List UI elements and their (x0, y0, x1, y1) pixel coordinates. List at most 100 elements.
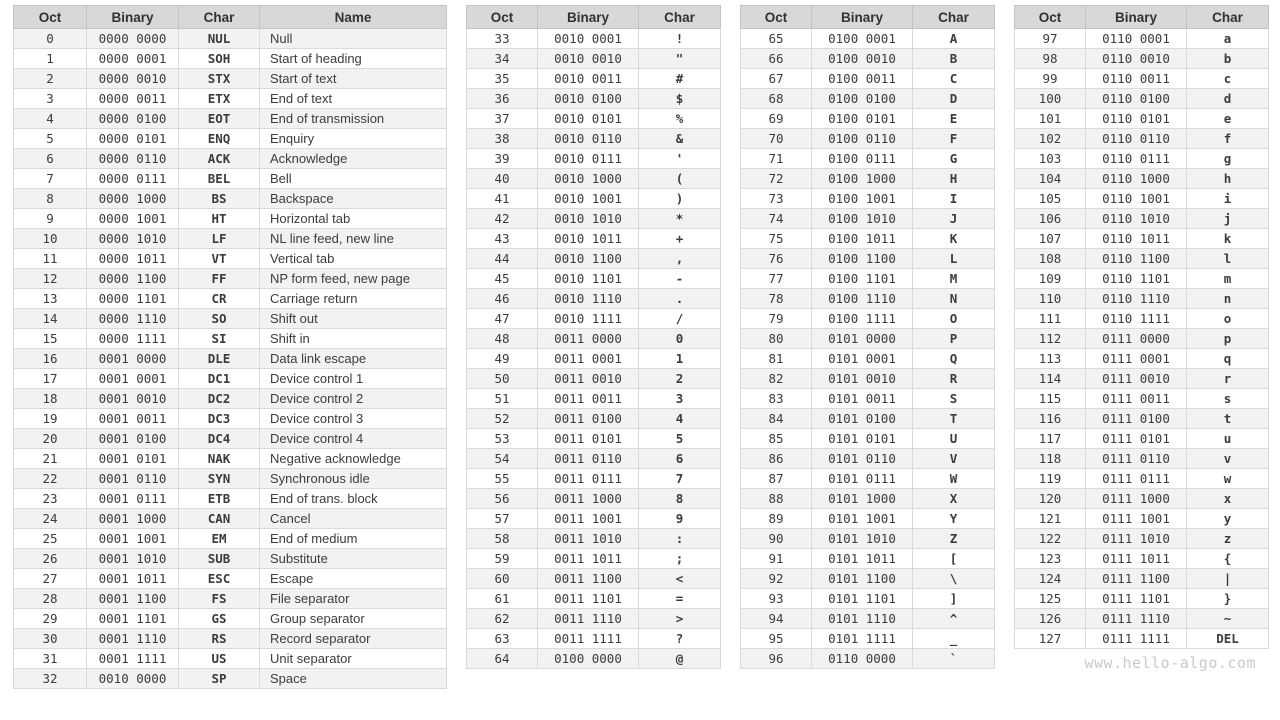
binary-cell: 0011 0110 (537, 448, 639, 469)
table-row: 24 0001 1000 CAN Cancel (13, 508, 447, 529)
oct-cell: 16 (13, 348, 87, 369)
oct-cell: 28 (13, 588, 87, 609)
char-cell: r (1186, 368, 1269, 389)
char-cell: e (1186, 108, 1269, 129)
char-cell: ETB (178, 488, 260, 509)
char-cell: DC1 (178, 368, 260, 389)
char-cell: ? (638, 628, 721, 649)
binary-cell: 0101 1001 (811, 508, 913, 529)
table-row: 61 0011 1101 = (466, 588, 721, 609)
table-row: 0 0000 0000 NUL Null (13, 28, 447, 49)
column-header-char: Char (638, 5, 721, 29)
table-row: 29 0001 1101 GS Group separator (13, 608, 447, 629)
table-row: 71 0100 0111 G (740, 148, 995, 169)
binary-cell: 0111 1000 (1085, 488, 1187, 509)
oct-cell: 1 (13, 48, 87, 69)
char-cell: DLE (178, 348, 260, 369)
binary-cell: 0001 0000 (86, 348, 179, 369)
name-cell: Enquiry (259, 128, 447, 149)
oct-cell: 120 (1014, 488, 1086, 509)
char-cell: CR (178, 288, 260, 309)
binary-cell: 0001 0010 (86, 388, 179, 409)
oct-cell: 56 (466, 488, 538, 509)
char-cell: t (1186, 408, 1269, 429)
binary-cell: 0111 1110 (1085, 608, 1187, 629)
oct-cell: 82 (740, 368, 812, 389)
table-row: 46 0010 1110. (466, 288, 721, 309)
table-row: 19 0001 0011 DC3 Device control 3 (13, 408, 447, 429)
oct-cell: 88 (740, 488, 812, 509)
char-cell: U (912, 428, 995, 449)
char-cell: c (1186, 68, 1269, 89)
char-cell: EM (178, 528, 260, 549)
oct-cell: 76 (740, 248, 812, 269)
binary-cell: 0011 1001 (537, 508, 639, 529)
oct-cell: 101 (1014, 108, 1086, 129)
char-cell: i (1186, 188, 1269, 209)
oct-cell: 2 (13, 68, 87, 89)
char-cell: SP (178, 668, 260, 689)
oct-cell: 27 (13, 568, 87, 589)
oct-cell: 39 (466, 148, 538, 169)
oct-cell: 92 (740, 568, 812, 589)
binary-cell: 0010 1011 (537, 228, 639, 249)
binary-cell: 0011 0011 (537, 388, 639, 409)
oct-cell: 127 (1014, 628, 1086, 649)
oct-cell: 98 (1014, 48, 1086, 69)
binary-cell: 0110 1010 (1085, 208, 1187, 229)
binary-cell: 0110 0011 (1085, 68, 1187, 89)
oct-cell: 44 (466, 248, 538, 269)
binary-cell: 0110 1110 (1085, 288, 1187, 309)
binary-cell: 0110 0001 (1085, 28, 1187, 49)
oct-cell: 33 (466, 28, 538, 49)
table-row: 16 0001 0000 DLE Data link escape (13, 348, 447, 369)
name-cell: End of medium (259, 528, 447, 549)
binary-cell: 0101 1101 (811, 588, 913, 609)
binary-cell: 0111 1101 (1085, 588, 1187, 609)
char-cell: $ (638, 88, 721, 109)
oct-cell: 0 (13, 28, 87, 49)
oct-cell: 53 (466, 428, 538, 449)
table-row: 40 0010 1000( (466, 168, 721, 189)
table-row: 107 0110 1011 k (1014, 228, 1269, 249)
table-row: 10 0000 1010 LF NL line feed, new line (13, 228, 447, 249)
char-cell: + (638, 228, 721, 249)
binary-cell: 0011 0001 (537, 348, 639, 369)
char-cell: { (1186, 548, 1269, 569)
oct-cell: 43 (466, 228, 538, 249)
table-row: 22 0001 0110 SYN Synchronous idle (13, 468, 447, 489)
table-row: 102 0110 0110 f (1014, 128, 1269, 149)
char-cell: ESC (178, 568, 260, 589)
table-row: 85 0101 0101 U (740, 428, 995, 449)
char-cell: o (1186, 308, 1269, 329)
last-column-group: Oct Binary Char 97 0110 0001 a 98 0110 0010 b 99 0… (1014, 5, 1269, 672)
char-cell: : (638, 528, 721, 549)
oct-cell: 123 (1014, 548, 1086, 569)
binary-cell: 0100 0111 (811, 148, 913, 169)
binary-cell: 0111 1100 (1085, 568, 1187, 589)
binary-cell: 0000 1101 (86, 288, 179, 309)
oct-cell: 68 (740, 88, 812, 109)
char-cell: 8 (638, 488, 721, 509)
table-row: 110 0110 1110 n (1014, 288, 1269, 309)
binary-cell: 0111 0110 (1085, 448, 1187, 469)
table-row: 45 0010 1101- (466, 268, 721, 289)
binary-cell: 0101 1111 (811, 628, 913, 649)
binary-cell: 0010 0101 (537, 108, 639, 129)
table-row: 84 0101 0100 T (740, 408, 995, 429)
binary-cell: 0000 1010 (86, 228, 179, 249)
table-row: 88 0101 1000 X (740, 488, 995, 509)
table-row: 87 0101 0111 W (740, 468, 995, 489)
oct-cell: 34 (466, 48, 538, 69)
oct-cell: 19 (13, 408, 87, 429)
name-cell: Group separator (259, 608, 447, 629)
column-header-binary: Binary (1085, 5, 1187, 29)
oct-cell: 109 (1014, 268, 1086, 289)
oct-cell: 6 (13, 148, 87, 169)
binary-cell: 0100 1010 (811, 208, 913, 229)
binary-cell: 0010 0011 (537, 68, 639, 89)
binary-cell: 0000 1001 (86, 208, 179, 229)
oct-cell: 18 (13, 388, 87, 409)
oct-cell: 106 (1014, 208, 1086, 229)
char-cell: ACK (178, 148, 260, 169)
